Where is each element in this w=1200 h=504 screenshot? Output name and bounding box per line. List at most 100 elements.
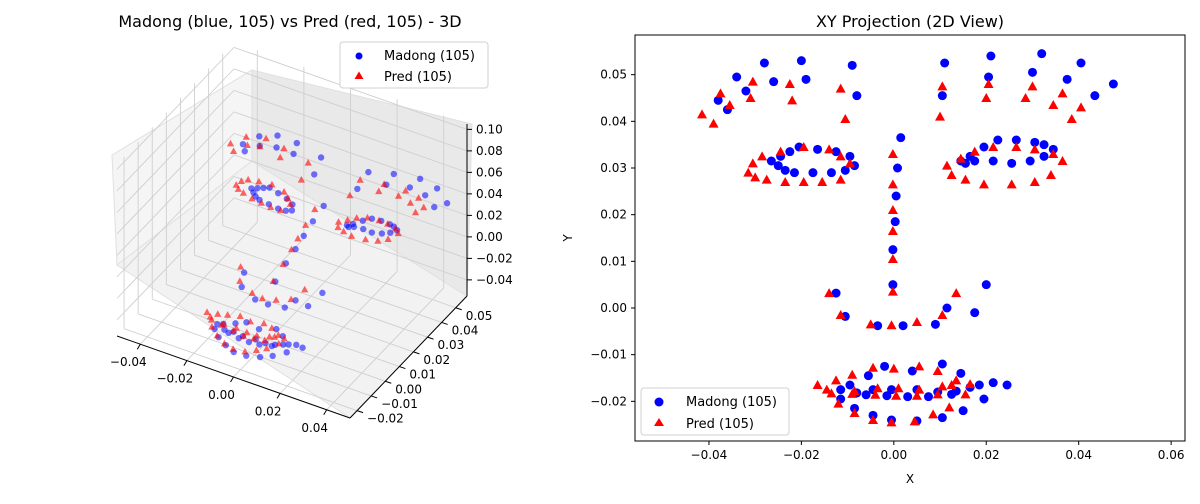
pred-point	[849, 408, 860, 417]
madong-point	[1039, 151, 1049, 161]
pred-point-3d	[269, 277, 277, 284]
pred-point	[743, 167, 754, 177]
pred-point	[835, 174, 846, 184]
madong-point-3d	[256, 341, 263, 348]
y-tick-label: 0.01	[600, 254, 627, 268]
pred-point-3d	[334, 218, 343, 225]
grid-line-z-back	[233, 89, 468, 173]
pred-point	[784, 79, 795, 88]
madong-point	[713, 95, 723, 105]
madong-point-3d	[378, 230, 386, 237]
x-tick-label: −0.02	[783, 448, 820, 462]
pred-point-3d	[239, 332, 248, 339]
pred-point	[775, 146, 786, 156]
pred-point	[965, 379, 976, 389]
x3d-tick-label: 0.04	[301, 421, 328, 435]
grid-line-x-floor	[326, 287, 445, 411]
madong-point-3d	[311, 171, 318, 178]
pred-point-3d	[237, 263, 245, 270]
madong-point	[796, 56, 806, 66]
pred-point	[951, 288, 962, 298]
pred-point	[840, 114, 851, 123]
pred-point-3d	[274, 331, 282, 338]
legend-3d-madong-marker	[355, 52, 363, 60]
legend-3d-madong-label: Madong (105)	[384, 49, 475, 64]
madong-point	[888, 245, 898, 255]
grid-line-y-floor	[180, 269, 414, 353]
pred-point	[780, 177, 791, 186]
madong-point	[1011, 135, 1021, 145]
madong-point-3d	[285, 341, 292, 348]
legend-3d: Madong (105) Pred (105)	[339, 41, 489, 89]
madong-point	[801, 74, 811, 84]
pred-point	[821, 384, 832, 394]
pred-point-3d	[286, 200, 294, 207]
pred-point-3d	[411, 208, 420, 216]
madong-point-3d	[433, 185, 441, 192]
y3d-tick-mark	[427, 336, 434, 340]
madong-point	[1076, 58, 1086, 68]
pred-point-3d	[229, 147, 238, 154]
z3d-tick-label: −0.02	[476, 251, 513, 265]
z3d-tick-label: 0.08	[476, 144, 503, 158]
madong-point	[845, 151, 855, 161]
madong-point-3d	[238, 283, 245, 291]
madong-point	[898, 321, 908, 331]
pred-point	[914, 361, 925, 371]
pred-point	[715, 88, 726, 98]
pred-point-3d	[301, 285, 309, 293]
madong-point-3d	[239, 140, 247, 148]
pred-point-3d	[207, 316, 216, 323]
madong-point-3d	[252, 296, 259, 303]
madong-point-3d	[431, 203, 438, 211]
pred-point	[835, 310, 846, 319]
y3d-tick-mark	[370, 395, 378, 399]
pred-point	[835, 151, 846, 161]
pred-point-3d	[311, 205, 319, 213]
x3d-tick-mark	[136, 343, 141, 350]
pred-point-3d	[243, 141, 251, 149]
pred-point-3d	[224, 311, 232, 318]
y-tick-label: 0.04	[600, 114, 627, 128]
madong-point	[940, 58, 950, 68]
pred-point-3d	[277, 206, 285, 214]
madong-point	[789, 168, 799, 178]
madong-point-3d	[275, 189, 282, 197]
madong-point-3d	[240, 269, 248, 276]
grid-line-z-side	[116, 90, 235, 213]
pred-point	[847, 388, 858, 398]
madong-point-3d	[241, 148, 248, 155]
pred-point-3d	[246, 317, 255, 325]
y-axis-line	[349, 295, 468, 419]
madong-point	[923, 392, 933, 402]
legend-2d-pred-label: Pred (105)	[686, 417, 754, 432]
pred-point	[824, 288, 835, 298]
pred-point-3d	[284, 194, 292, 201]
madong-point-3d	[421, 192, 429, 199]
madong-point	[780, 165, 790, 175]
madong-point-3d	[320, 202, 327, 210]
y3d-tick-label: 0.02	[423, 353, 450, 367]
grid-line-z-back	[233, 68, 468, 152]
pred-point	[812, 380, 823, 389]
z3d-tick-label: 0.06	[476, 165, 503, 179]
x3d-tick-label: −0.02	[157, 372, 194, 386]
pred-point	[761, 174, 772, 184]
pred-point	[872, 383, 883, 393]
pred-point	[847, 369, 858, 379]
pred-point	[1048, 100, 1059, 109]
madong-point-3d	[319, 289, 326, 297]
y3d-tick-label: 0.04	[452, 323, 479, 337]
pred-point-3d	[243, 328, 251, 336]
madong-point	[993, 135, 1003, 145]
madong-point	[840, 165, 850, 175]
madong-point	[942, 303, 952, 313]
pred-point-3d	[261, 336, 269, 344]
pred-point-3d	[302, 221, 310, 228]
left-chart-title: Madong (blue, 105) vs Pred (red, 105) - …	[118, 12, 461, 31]
pred-point-3d	[208, 323, 216, 330]
pred-point-3d	[346, 191, 354, 199]
pred-point	[865, 319, 876, 329]
pred-point	[887, 286, 898, 296]
